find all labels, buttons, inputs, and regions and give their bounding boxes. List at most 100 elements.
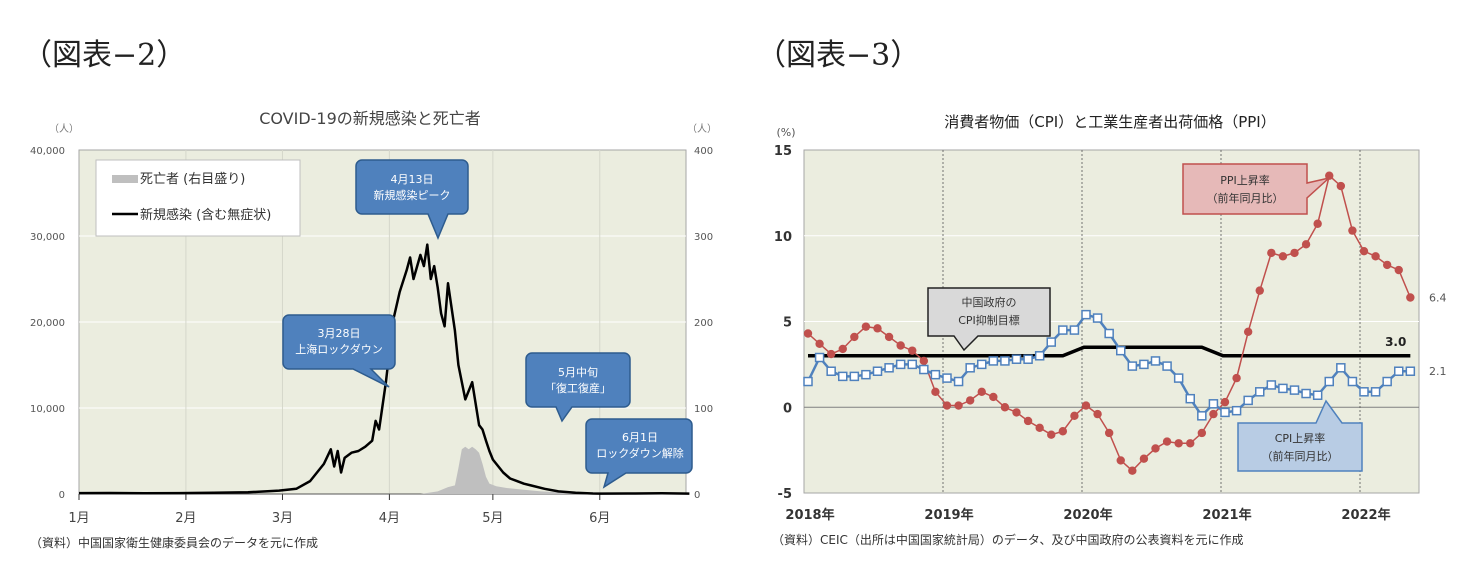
ppi-point: [1243, 327, 1253, 336]
cpi-point: [1162, 361, 1172, 371]
callout-shanghai-date: 3月28日: [318, 327, 361, 340]
covid-legend: 死亡者 (右目盛り) 新規感染 (含む無症状): [95, 159, 301, 237]
y-tick: 5: [783, 316, 792, 331]
new-cases-line: [78, 243, 690, 495]
ppi-point: [1058, 427, 1068, 436]
cpi-ppi-chart: 消費者物価（CPI）と工業生産者出荷価格（PPI） (%) 15 10 5 0 -5 2…: [774, 113, 1447, 523]
ppi-point: [884, 332, 894, 342]
ppi-point: [1116, 456, 1125, 465]
ppi-point: [861, 322, 871, 331]
cpi-point: [1116, 345, 1126, 356]
cpi-point: [919, 364, 929, 375]
cpi-ppi-source-note: （資料）CEIC（出所は中国国家統計局）のデータ、及び中国政府の公表資料を元に作…: [772, 533, 1244, 547]
ppi-point: [803, 329, 813, 338]
ppi-point: [1371, 252, 1380, 261]
cpi-point: [1034, 351, 1045, 361]
callout-shanghai-lockdown: 3月28日 上海ロックダウン: [282, 314, 396, 388]
cpi-point: [1139, 359, 1149, 370]
ppi-point: [1359, 246, 1369, 256]
y-tick: 15: [774, 144, 792, 159]
figure-label-left: （図表−2）: [22, 38, 187, 73]
cpi-point: [1405, 366, 1416, 376]
ppi-point: [815, 339, 824, 348]
cpi-target-value-label: 3.0: [1385, 335, 1406, 349]
cpi-point: [1069, 325, 1080, 335]
ppi-point: [977, 387, 986, 397]
ppi-point: [1081, 401, 1091, 410]
ppi-point: [1301, 240, 1311, 249]
x-tick-month: 6月: [589, 511, 610, 526]
cpi-point: [1150, 356, 1161, 366]
cpi-point: [1058, 325, 1068, 335]
ppi-point: [850, 332, 859, 342]
y-tick: -5: [778, 487, 792, 502]
cpi-point: [826, 366, 836, 376]
ppi-point: [1255, 286, 1264, 295]
ppi-point: [896, 341, 905, 350]
callout-ppi-line1: PPI上昇率: [1220, 173, 1270, 187]
cpi-point: [1220, 407, 1230, 418]
ppi-point: [1174, 439, 1183, 448]
ppi-point: [1348, 226, 1357, 235]
ppi-point: [965, 396, 975, 405]
cpi-point: [1336, 363, 1346, 373]
right-y-tick: 200: [694, 318, 713, 329]
ppi-point: [1093, 409, 1102, 419]
cpi-point: [1266, 380, 1277, 390]
covid-chart-title: COVID-19の新規感染と死亡者: [259, 109, 481, 128]
cpi-point: [988, 356, 999, 366]
right-y-tick: 400: [694, 146, 713, 157]
y-tick: 0: [783, 401, 792, 416]
right-y-tick: 100: [694, 404, 713, 415]
ppi-point: [1104, 428, 1114, 438]
callout-cpi-target: [927, 287, 1051, 352]
cpi-point: [1359, 387, 1369, 397]
right-y-tick: 0: [694, 490, 700, 501]
ppi-point: [1139, 454, 1149, 463]
percent-unit: (%): [776, 126, 795, 139]
x-tick-month: 5月: [482, 511, 503, 526]
x-tick-month: 2月: [175, 511, 196, 526]
callout-cpi-target-line2: CPI抑制目標: [958, 313, 1020, 327]
callout-cpi-target-line1: 中国政府の: [962, 295, 1017, 309]
cpi-point: [803, 376, 813, 387]
callout-peak: 4月13日 新規感染ピーク: [355, 159, 469, 240]
ppi-point: [908, 346, 917, 355]
callout-resumption-date: 5月中旬: [558, 366, 598, 379]
ppi-point: [1023, 416, 1033, 426]
covid-source-note: （資料）中国国家衛生健康委員会のデータを元に作成: [30, 536, 319, 550]
callout-lifted-date: 6月1日: [622, 431, 658, 444]
left-y-tick: 30,000: [30, 232, 65, 243]
ppi-point: [1151, 444, 1160, 453]
deaths-area: [420, 446, 576, 494]
ppi-point: [1186, 439, 1195, 448]
x-tick-month: 1月: [68, 511, 89, 526]
cpi-point: [1301, 388, 1311, 399]
x-tick-month: 4月: [379, 511, 400, 526]
cpi-point: [1324, 376, 1334, 387]
callout-lockdown-lifted: 6月1日 ロックダウン解除: [585, 418, 693, 489]
cpi-point: [1255, 387, 1265, 397]
cpi-point: [1289, 385, 1300, 395]
ppi-point: [1336, 181, 1346, 191]
cpi-point: [965, 363, 975, 373]
ppi-point: [1267, 248, 1276, 258]
ppi-point: [1012, 408, 1021, 417]
ppi-point: [838, 344, 847, 354]
callout-peak-date: 4月13日: [391, 173, 434, 186]
ppi-point: [1278, 252, 1288, 261]
cpi-point: [1011, 354, 1022, 364]
ppi-point: [1290, 248, 1299, 258]
cpi-point: [838, 371, 848, 382]
cpi-point: [884, 363, 894, 373]
ppi-point: [826, 349, 836, 359]
cpi-point: [1347, 376, 1358, 387]
cpi-point: [907, 359, 917, 370]
ppi-point: [1070, 411, 1079, 421]
cpi-point: [1023, 354, 1033, 364]
x-tick-year: 2021年: [1202, 507, 1251, 523]
cpi-point: [861, 369, 871, 380]
cpi-point: [1231, 405, 1242, 416]
cpi-point: [1127, 361, 1138, 371]
figure-label-right: （図表−3）: [756, 38, 921, 73]
